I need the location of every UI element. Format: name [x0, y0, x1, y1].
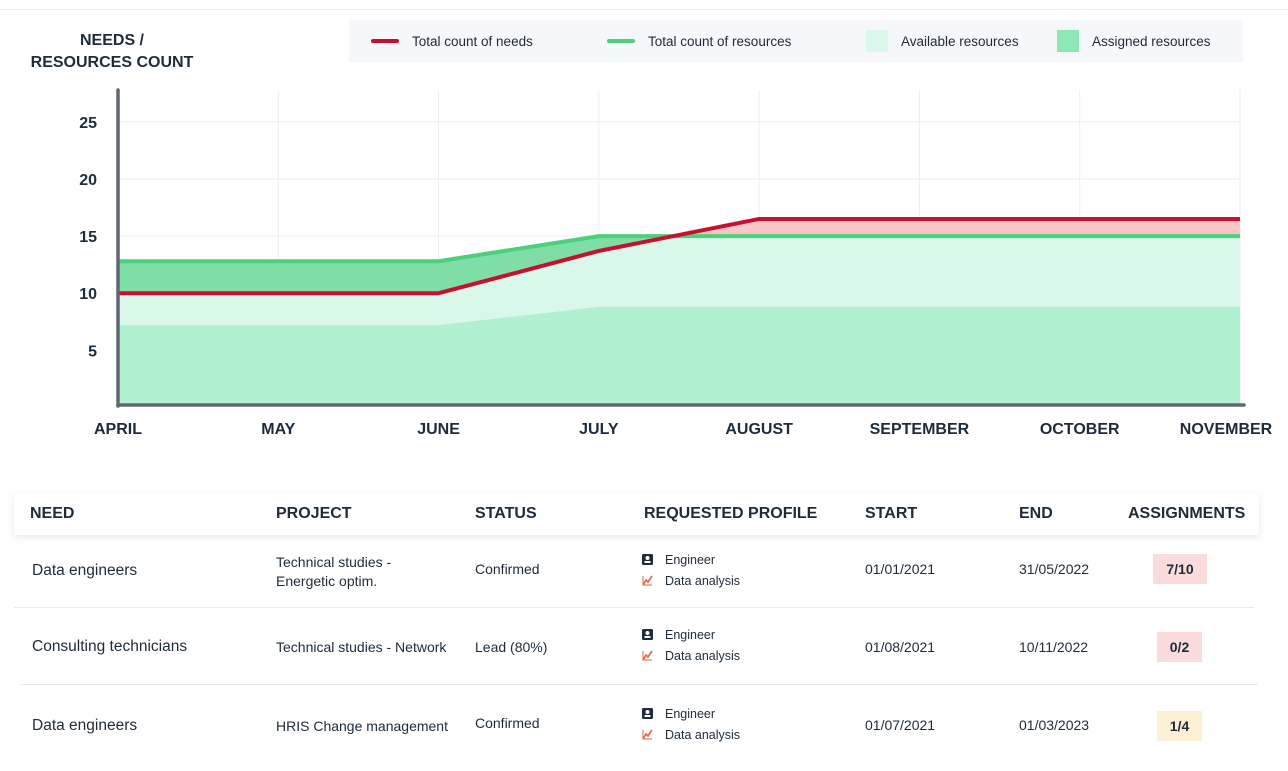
x-tick-label: AUGUST: [725, 421, 793, 438]
start-date: 01/01/2021: [865, 561, 936, 577]
profile-line: Engineer: [642, 624, 740, 645]
header-project[interactable]: PROJECT: [276, 505, 352, 522]
x-tick-label: APRIL: [94, 421, 142, 438]
project-name: Technical studies - Energetic optim.: [276, 553, 391, 591]
project-name-line: Energetic optim.: [276, 573, 378, 589]
x-tick-label: SEPTEMBER: [870, 421, 970, 438]
assignments-badge[interactable]: 0/2: [1157, 632, 1202, 662]
legend-assigned-swatch: [1057, 30, 1079, 52]
requested-profile: Engineer Data analysis: [642, 624, 740, 666]
start-date: 01/07/2021: [865, 717, 936, 733]
requested-profile: Engineer Data analysis: [642, 549, 740, 591]
surplus-band: [118, 236, 674, 294]
assigned-resources-area: [118, 306, 1240, 405]
legend-available[interactable]: Available resources: [866, 20, 1019, 62]
skill-label: Data analysis: [665, 648, 741, 663]
legend-needs-label: Total count of needs: [412, 33, 533, 49]
skill-line: Data analysis: [642, 570, 740, 591]
legend-available-label: Available resources: [901, 33, 1019, 49]
header-need[interactable]: NEED: [30, 505, 75, 522]
profile-line: Engineer: [642, 703, 740, 724]
y-axis-title: NEEDS / RESOURCES COUNT: [30, 32, 194, 71]
table-header: NEED PROJECT STATUS REQUESTED PROFILE ST…: [14, 493, 1259, 535]
top-divider: [0, 0, 1288, 10]
x-tick-label: JULY: [579, 421, 619, 438]
skill-line: Data analysis: [642, 645, 740, 666]
x-tick-label: OCTOBER: [1040, 421, 1120, 438]
table-row[interactable]: Consulting technicians Technical studies…: [14, 609, 1259, 685]
need-name: Data engineers: [32, 717, 138, 734]
project-name: HRIS Change management: [276, 718, 448, 734]
x-tick-label: MAY: [261, 421, 295, 438]
status-text: Confirmed: [475, 561, 540, 577]
deficit-band: [673, 218, 1240, 237]
assignments-badge[interactable]: 1/4: [1157, 711, 1202, 741]
person-badge-icon: [642, 554, 653, 565]
project-name: Technical studies - Network: [276, 639, 447, 655]
project-name-line: Technical studies -: [276, 554, 392, 570]
profile-line: Engineer: [642, 549, 740, 570]
need-name: Data engineers: [32, 562, 138, 579]
table-row[interactable]: Data engineers Technical studies - Energ…: [14, 532, 1259, 608]
legend-resources-swatch: [607, 39, 635, 43]
legend-needs-swatch: [371, 39, 399, 43]
header-start[interactable]: START: [865, 505, 918, 522]
table-row[interactable]: Data engineers HRIS Change management Co…: [14, 686, 1259, 762]
x-tick-label: JUNE: [417, 421, 460, 438]
y-tick-label: 15: [79, 229, 97, 246]
legend-available-swatch: [866, 30, 888, 52]
end-date: 10/11/2022: [1019, 639, 1089, 655]
header-status[interactable]: STATUS: [475, 505, 537, 522]
requested-profile: Engineer Data analysis: [642, 703, 740, 745]
needs-line: [118, 216, 1240, 296]
status-text: Confirmed: [475, 715, 540, 731]
person-badge-icon: [642, 629, 653, 640]
chart-legend: Total count of needs Total count of reso…: [349, 20, 1243, 62]
skill-label: Data analysis: [665, 573, 741, 588]
person-badge-icon: [642, 708, 653, 719]
header-assignments[interactable]: ASSIGNMENTS: [1128, 505, 1246, 522]
profile-label: Engineer: [665, 627, 716, 642]
y-tick-label: 10: [79, 286, 97, 303]
data-analysis-icon: [642, 650, 653, 661]
profile-label: Engineer: [665, 552, 716, 567]
header-end[interactable]: END: [1019, 505, 1053, 522]
y-tick-label: 20: [79, 172, 97, 189]
legend-assigned[interactable]: Assigned resources: [1057, 20, 1211, 62]
start-date: 01/08/2021: [865, 639, 936, 655]
legend-needs[interactable]: Total count of needs: [371, 20, 533, 62]
legend-assigned-label: Assigned resources: [1092, 33, 1211, 49]
profile-label: Engineer: [665, 706, 716, 721]
row-divider: [20, 684, 1258, 685]
status-text: Lead (80%): [475, 639, 548, 655]
legend-resources[interactable]: Total count of resources: [607, 20, 791, 62]
assignments-badge[interactable]: 7/10: [1153, 554, 1207, 584]
y-tick-label: 25: [79, 115, 97, 132]
row-divider: [14, 607, 1254, 608]
data-analysis-icon: [642, 729, 653, 740]
needs-resources-chart: 5 10 15 20 25 APRIL MAY JUNE JULY AUGUST SEPTEMBER…: [79, 88, 1273, 438]
skill-label: Data analysis: [665, 727, 741, 742]
skill-line: Data analysis: [642, 724, 740, 745]
legend-resources-label: Total count of resources: [648, 33, 792, 49]
need-name: Consulting technicians: [32, 638, 188, 655]
end-date: 01/03/2023: [1019, 717, 1090, 733]
x-tick-label: NOVEMBER: [1180, 421, 1273, 438]
y-tick-label: 5: [88, 343, 97, 360]
header-requested-profile[interactable]: REQUESTED PROFILE: [644, 505, 818, 522]
end-date: 31/05/2022: [1019, 561, 1090, 577]
data-analysis-icon: [642, 575, 653, 586]
